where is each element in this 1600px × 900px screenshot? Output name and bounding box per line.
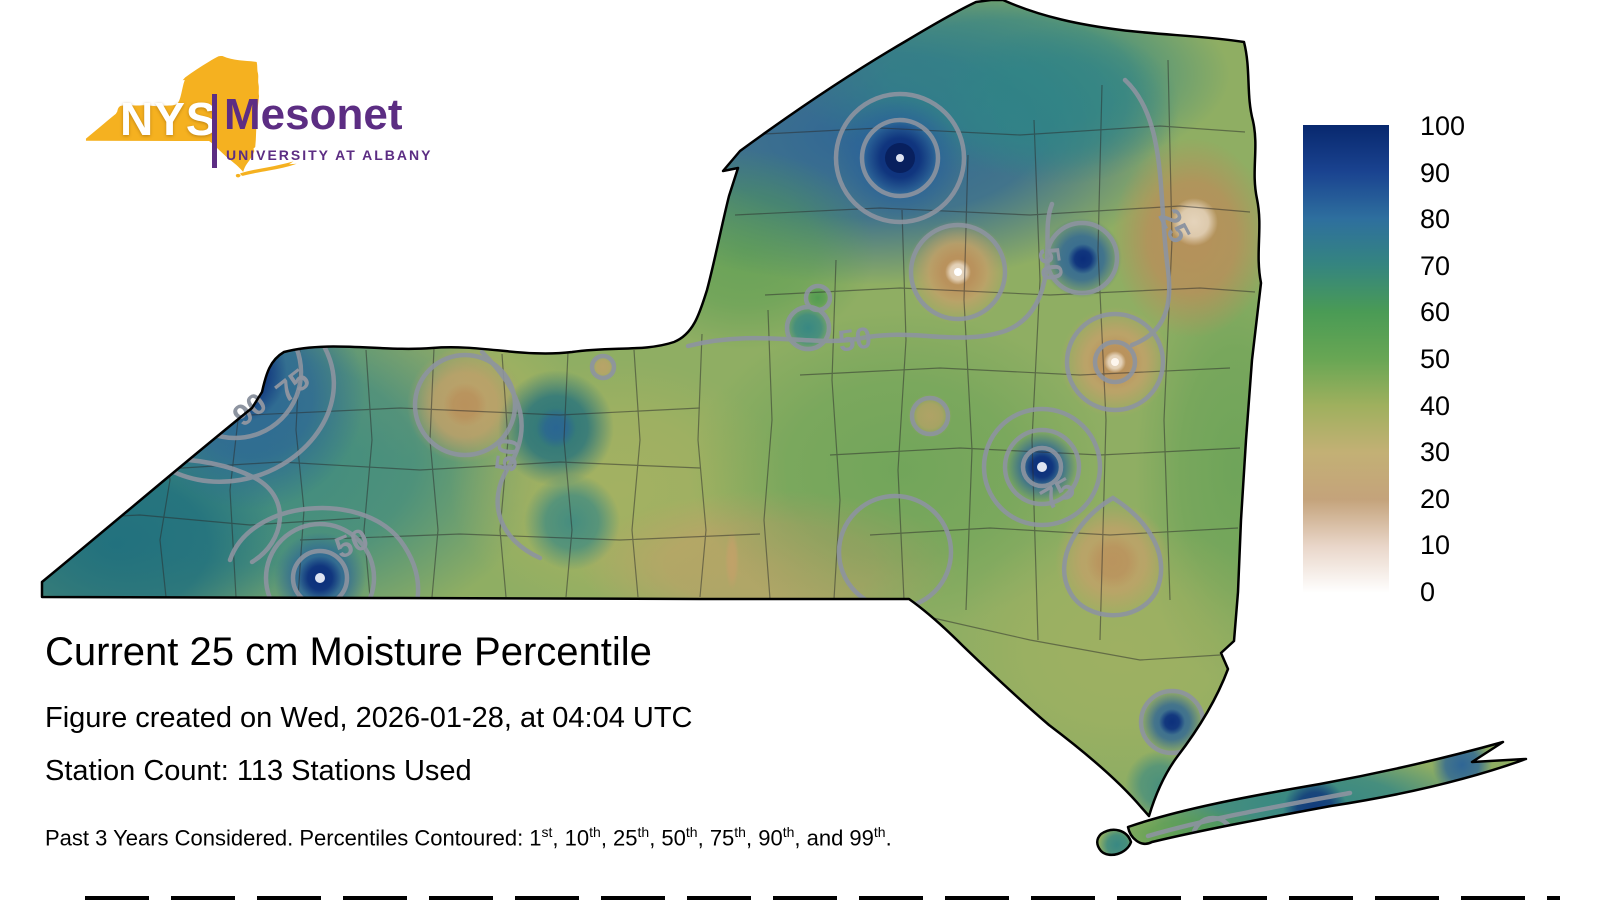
colorbar-tick: 30	[1420, 437, 1451, 468]
colorbar-tick: 10	[1420, 530, 1451, 561]
colorbar-tick: 70	[1420, 250, 1451, 281]
station-count-line: Station Count: 113 Stations Used	[45, 755, 472, 787]
figure-created-line: Figure created on Wed, 2026-01-28, at 04…	[45, 702, 693, 734]
logo-divider	[212, 94, 217, 168]
logo-nys-text: NYS	[120, 93, 218, 145]
colorbar-tick: 50	[1420, 343, 1451, 374]
colorbar-tick-labels: 100 90 80 70 60 50 40 30 20 10 0	[1420, 112, 1465, 606]
logo-mesonet-text: Mesonet	[224, 90, 403, 139]
logo-tagline: UNIVERSITY AT ALBANY	[226, 147, 433, 163]
contour-label-50: 50	[489, 436, 526, 474]
contour-label-50: 50	[836, 321, 874, 358]
cropped-bottom-artifact	[85, 896, 1560, 900]
colorbar-tick: 100	[1420, 111, 1466, 141]
colorbar-tick: 40	[1420, 390, 1451, 421]
contour-lines	[42, 77, 1353, 855]
colorbar-tick: 20	[1420, 483, 1451, 514]
colorbar-tick: 90	[1420, 157, 1451, 188]
colorbar-tick: 0	[1420, 576, 1436, 607]
colorbar-tick: 80	[1420, 204, 1451, 235]
figure-title: Current 25 cm Moisture Percentile	[45, 630, 652, 674]
colorbar-gradient	[1303, 125, 1389, 593]
footnote: Past 3 Years Considered. Percentiles Con…	[45, 824, 892, 851]
contour-label-50: 50	[1031, 245, 1068, 283]
nys-mesonet-logo: NYS Mesonet UNIVERSITY AT ALBANY	[38, 6, 458, 186]
colorbar-tick: 60	[1420, 297, 1451, 328]
